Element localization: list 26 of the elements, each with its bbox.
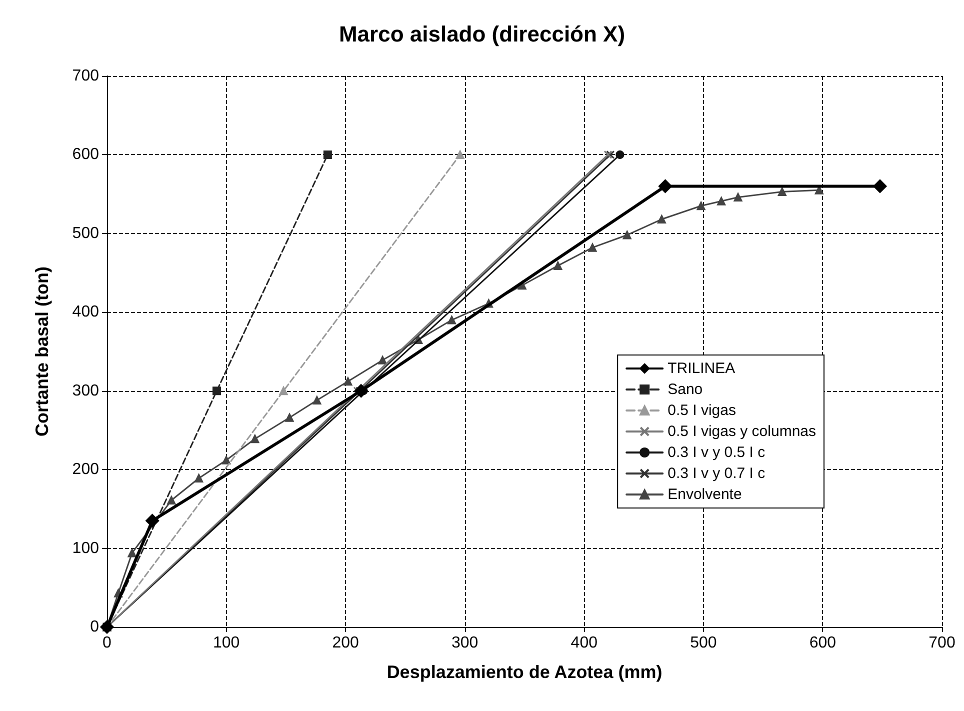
x-tick-label: 0 [102,634,112,652]
legend-label: 0.5 I vigas [668,402,736,419]
legend-label: TRILINEA [668,360,736,377]
x-tick-label: 100 [212,634,240,652]
x-tick-label: 400 [570,634,598,652]
chart-title: Marco aislado (dirección X) [338,22,626,46]
legend-label: 0.3 I v y 0.5 I c [668,444,766,461]
y-tick-label: 200 [72,461,100,478]
legend-label: 0.5 I vigas y columnas [668,423,816,440]
y-tick-label: 0 [90,618,100,636]
x-tick-label: 700 [928,634,956,652]
legend-label: 0.3 I v y 0.7 I c [668,465,766,482]
y-tick-label: 500 [72,224,100,242]
y-tick-label: 100 [72,540,100,557]
x-tick-label: 600 [809,634,836,652]
x-axis-title: Desplazamiento de Azotea (mm) [386,662,662,682]
y-tick-label: 400 [72,304,100,321]
y-axis-title: Cortante basal (ton) [32,266,52,437]
x-tick-label: 300 [452,634,478,652]
x-tick-label: 500 [690,634,717,652]
legend-label: Envolvente [668,486,742,503]
x-tick-label: 200 [332,634,360,652]
y-tick-label: 700 [72,68,100,84]
y-tick-label: 600 [72,146,100,164]
y-tick-label: 300 [72,382,100,400]
legend-label: Sano [668,381,703,398]
